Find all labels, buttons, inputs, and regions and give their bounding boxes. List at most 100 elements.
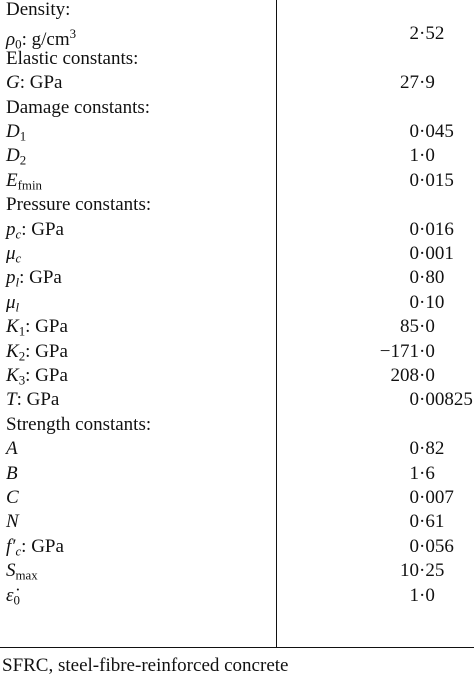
parameter-label: ρ0: g/cm3 bbox=[6, 22, 76, 57]
parameter-label: Efmin bbox=[6, 169, 42, 198]
parameter-value: 0·61 bbox=[409, 511, 445, 533]
parameter-symbol: T bbox=[6, 389, 17, 411]
parameter-label: pl: GPa bbox=[6, 266, 62, 295]
parameter-symbol: N bbox=[6, 511, 19, 533]
parameter-symbol: A bbox=[6, 438, 18, 460]
parameter-label: K3: GPa bbox=[6, 364, 68, 393]
parameter-symbol: B bbox=[6, 462, 18, 484]
parameter-unit: : GPa bbox=[21, 218, 64, 240]
parameter-subscript: c bbox=[15, 226, 22, 242]
parameter-row: C 0·007 bbox=[0, 486, 474, 510]
table-bottom-rule bbox=[0, 647, 474, 649]
parameter-subscript: 1 bbox=[18, 323, 26, 339]
parameter-subscript: 1 bbox=[19, 128, 27, 144]
parameter-subscript: c bbox=[15, 543, 22, 559]
section-header-row: Pressure constants: bbox=[0, 193, 474, 217]
section-header-row: Strength constants: bbox=[0, 413, 474, 437]
section-header: Density: bbox=[6, 0, 71, 20]
parameter-row: K2: GPa −171·0 bbox=[0, 340, 474, 364]
parameter-label: A bbox=[6, 437, 18, 461]
parameter-row: μc 0·001 bbox=[0, 242, 474, 266]
section-header: Strength constants: bbox=[6, 413, 152, 435]
parameter-subscript: 2 bbox=[19, 153, 27, 168]
parameter-label: B bbox=[6, 462, 18, 486]
parameter-value: 1·6 bbox=[409, 462, 435, 484]
parameter-value: 0·10 bbox=[409, 291, 445, 313]
parameter-row: Smax 10·25 bbox=[0, 559, 474, 583]
section-header-row: Elastic constants: bbox=[0, 47, 474, 71]
parameter-row: Efmin 0·015 bbox=[0, 169, 474, 193]
parameter-symbol: ε̇ bbox=[6, 584, 14, 606]
parameter-value: 0·015 bbox=[409, 169, 454, 191]
parameter-subscript: l bbox=[15, 275, 20, 290]
parameter-symbol: μ bbox=[6, 291, 16, 313]
parameter-value: 1·0 bbox=[409, 584, 435, 606]
parameter-row: A 0·82 bbox=[0, 437, 474, 461]
parameter-label: μc bbox=[6, 242, 21, 271]
parameter-subscript: 2 bbox=[18, 348, 26, 364]
section-header-row: Density: bbox=[0, 0, 474, 22]
parameter-row: pc: GPa 0·016 bbox=[0, 218, 474, 242]
parameter-label: C bbox=[6, 486, 19, 510]
parameter-value: 85·0 bbox=[400, 316, 435, 338]
parameter-row: D1 0·045 bbox=[0, 120, 474, 144]
parameter-symbol: G bbox=[6, 72, 20, 94]
table-footnote: SFRC, steel-fibre-reinforced concrete bbox=[2, 655, 289, 676]
parameter-row: N 0·61 bbox=[0, 510, 474, 534]
parameter-subscript: max bbox=[15, 567, 38, 583]
parameter-value: 1·0 bbox=[409, 145, 435, 167]
parameter-symbol: ρ bbox=[6, 29, 16, 51]
parameter-value: 27·9 bbox=[400, 72, 435, 94]
parameter-unit: : g/cm bbox=[21, 29, 70, 51]
parameter-row: D2 1·0 bbox=[0, 144, 474, 168]
parameter-label: ε̇0 bbox=[6, 584, 20, 613]
parameter-label: K1: GPa bbox=[6, 315, 68, 344]
parameter-symbol: p bbox=[6, 218, 16, 240]
parameter-symbol: K bbox=[6, 316, 19, 338]
parameter-value: 0·007 bbox=[409, 487, 454, 508]
parameter-unit: : GPa bbox=[16, 389, 60, 411]
parameter-value: 0·001 bbox=[409, 243, 454, 264]
parameter-symbol: p bbox=[6, 267, 16, 289]
parameter-label: pc: GPa bbox=[6, 218, 64, 247]
parameter-value: 0·80 bbox=[409, 267, 445, 289]
parameter-unit: : GPa bbox=[25, 316, 68, 338]
parameter-label: f′c: GPa bbox=[6, 535, 64, 564]
parameter-value: 0·00825 bbox=[409, 389, 473, 411]
parameter-value: −171·0 bbox=[379, 340, 435, 362]
parameter-row: f′c: GPa 0·056 bbox=[0, 535, 474, 559]
parameter-label: D1 bbox=[6, 120, 26, 149]
parameter-unit: : GPa bbox=[19, 72, 63, 94]
parameter-row: T: GPa 0·00825 bbox=[0, 388, 474, 412]
parameter-value: 0·045 bbox=[409, 121, 454, 142]
parameter-symbol: E bbox=[6, 169, 18, 191]
parameter-label: T: GPa bbox=[6, 388, 59, 412]
parameter-label: Smax bbox=[6, 559, 38, 588]
parameter-symbol: C bbox=[6, 487, 19, 508]
parameter-value: 208·0 bbox=[390, 365, 435, 386]
parameter-subscript: 0 bbox=[15, 37, 22, 53]
parameter-subscript: fmin bbox=[17, 177, 42, 193]
parameter-unit: : GPa bbox=[21, 535, 64, 557]
parameter-label: D2 bbox=[6, 144, 26, 173]
parameter-unit: : GPa bbox=[25, 340, 68, 362]
column-divider bbox=[276, 0, 278, 648]
parameter-subscript: l bbox=[15, 299, 20, 315]
parameter-symbol: D bbox=[6, 121, 20, 142]
parameter-unit: : GPa bbox=[25, 365, 68, 386]
section-header: Pressure constants: bbox=[6, 194, 152, 216]
parameter-row: μl 0·10 bbox=[0, 291, 474, 315]
parameter-row: pl: GPa 0·80 bbox=[0, 266, 474, 290]
parameter-subscript: 3 bbox=[18, 372, 26, 388]
parameter-symbol: S bbox=[6, 560, 16, 582]
section-header: Damage constants: bbox=[6, 96, 151, 118]
parameter-row: G: GPa 27·9 bbox=[0, 71, 474, 95]
section-header: Elastic constants: bbox=[6, 47, 139, 69]
parameter-label: G: GPa bbox=[6, 71, 62, 95]
parameter-value: 2·52 bbox=[409, 23, 445, 45]
parameter-value: 0·82 bbox=[409, 438, 445, 460]
parameter-subscript: c bbox=[15, 250, 22, 266]
parameter-unit: : GPa bbox=[19, 267, 62, 289]
parameter-value: 0·016 bbox=[409, 218, 454, 240]
